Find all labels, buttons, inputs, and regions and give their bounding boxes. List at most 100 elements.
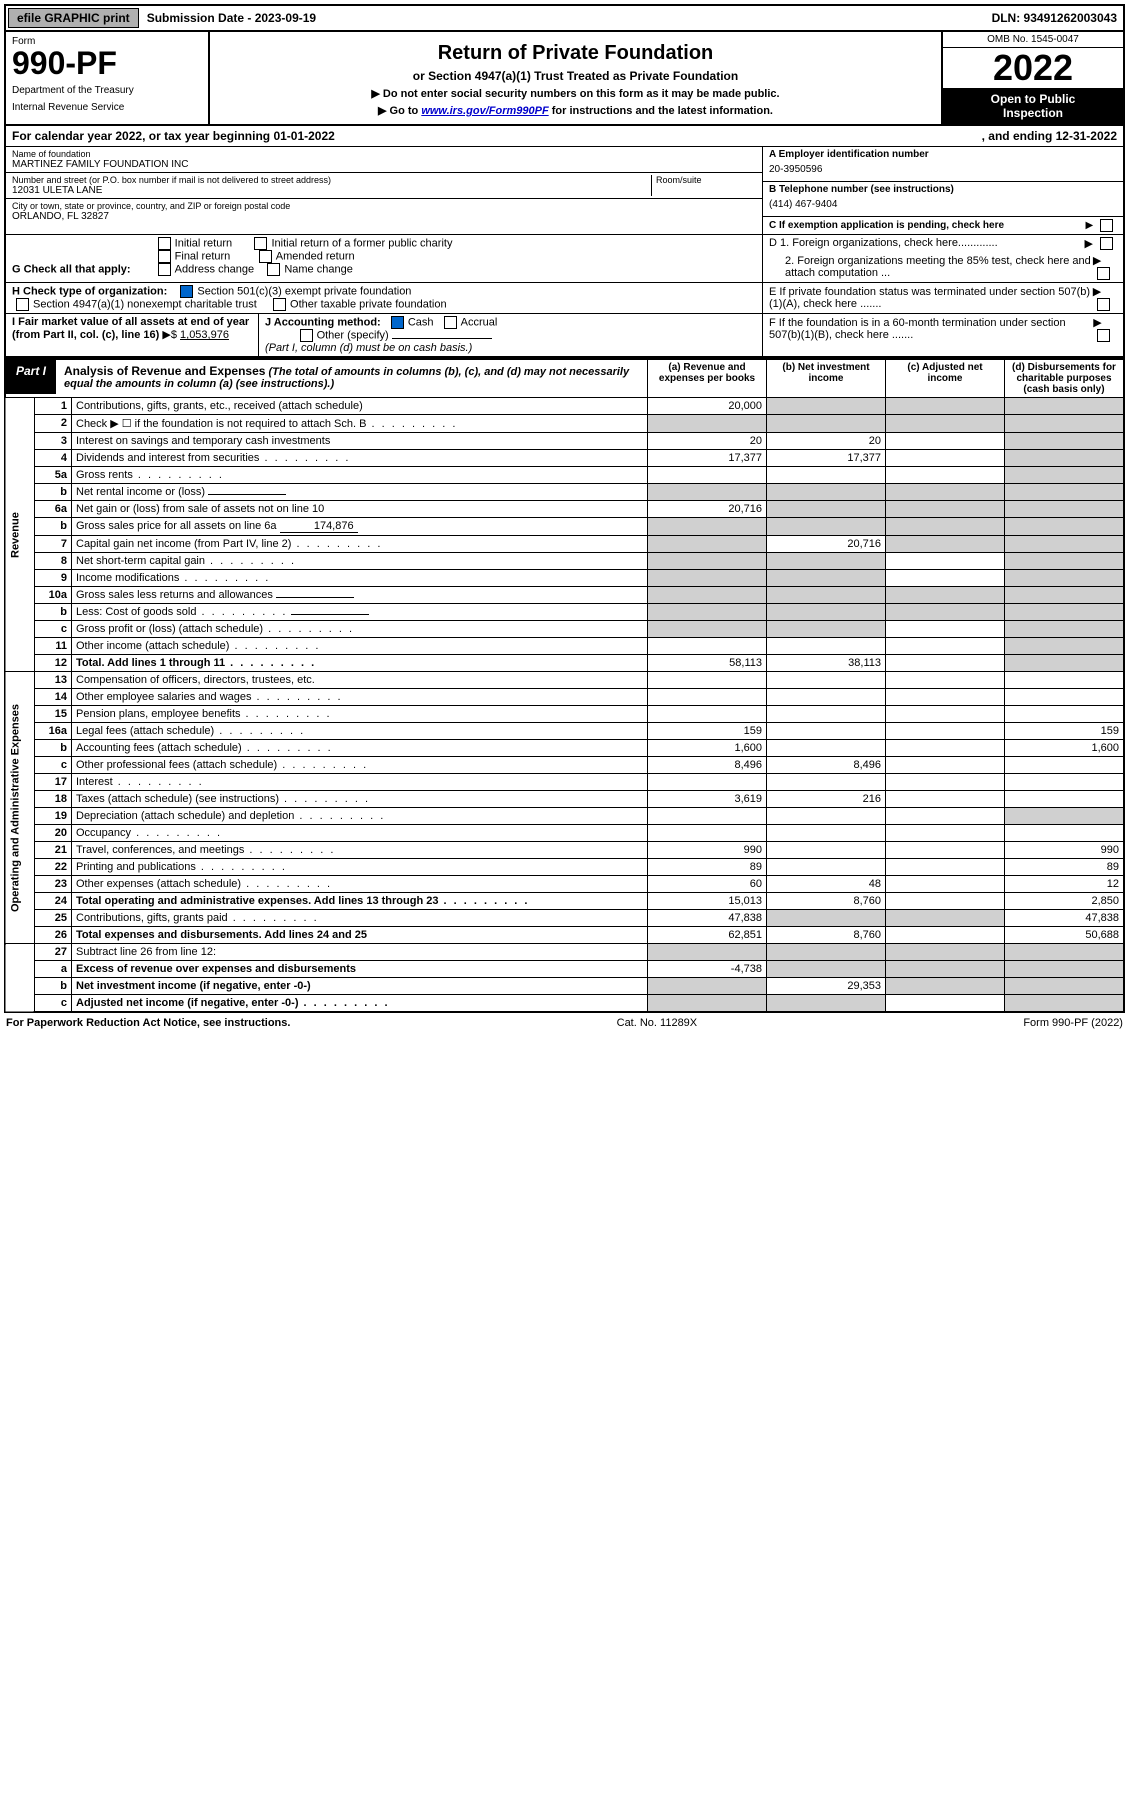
addr-label: Number and street (or P.O. box number if… bbox=[12, 175, 651, 185]
amount-cell bbox=[648, 978, 767, 995]
f-checkbox[interactable] bbox=[1097, 329, 1110, 342]
amount-cell: 8,496 bbox=[767, 757, 886, 774]
line-desc: Other professional fees (attach schedule… bbox=[72, 757, 648, 774]
line-number: 18 bbox=[35, 791, 72, 808]
j-label: J Accounting method: bbox=[265, 317, 381, 329]
amount-cell: 8,760 bbox=[767, 893, 886, 910]
amount-cell: 17,377 bbox=[767, 450, 886, 467]
g-initial-former-checkbox[interactable] bbox=[254, 237, 267, 250]
g-initial-checkbox[interactable] bbox=[158, 237, 171, 250]
line-number: b bbox=[35, 740, 72, 757]
line-number: 26 bbox=[35, 927, 72, 944]
amount-cell bbox=[767, 859, 886, 876]
g-name-checkbox[interactable] bbox=[267, 263, 280, 276]
d1-checkbox[interactable] bbox=[1100, 237, 1113, 250]
amount-cell bbox=[1005, 774, 1125, 791]
amount-cell: 60 bbox=[648, 876, 767, 893]
amount-cell bbox=[886, 501, 1005, 518]
amount-cell bbox=[648, 706, 767, 723]
amount-cell: 990 bbox=[648, 842, 767, 859]
city-label: City or town, state or province, country… bbox=[12, 201, 756, 211]
amount-cell: 20 bbox=[648, 433, 767, 450]
e-checkbox[interactable] bbox=[1097, 298, 1110, 311]
amount-cell: 62,851 bbox=[648, 927, 767, 944]
amount-cell bbox=[648, 484, 767, 501]
line-desc: Taxes (attach schedule) (see instruction… bbox=[72, 791, 648, 808]
part1-title: Analysis of Revenue and Expenses bbox=[64, 364, 265, 378]
g-final-checkbox[interactable] bbox=[158, 250, 171, 263]
line-number: 11 bbox=[35, 638, 72, 655]
amount-cell: 29,353 bbox=[767, 978, 886, 995]
amount-cell bbox=[648, 621, 767, 638]
h-4947-checkbox[interactable] bbox=[16, 298, 29, 311]
h-other-checkbox[interactable] bbox=[273, 298, 286, 311]
amount-cell bbox=[767, 723, 886, 740]
amount-cell bbox=[1005, 570, 1125, 587]
omb-number: OMB No. 1545-0047 bbox=[943, 32, 1123, 48]
amount-cell bbox=[886, 450, 1005, 467]
col-b-header: (b) Net investment income bbox=[767, 359, 886, 398]
amount-cell bbox=[767, 553, 886, 570]
line-number: 5a bbox=[35, 467, 72, 484]
amount-cell bbox=[648, 808, 767, 825]
line-desc: Legal fees (attach schedule) bbox=[72, 723, 648, 740]
line-desc: Printing and publications bbox=[72, 859, 648, 876]
j-accrual-checkbox[interactable] bbox=[444, 316, 457, 329]
line-desc: Gross sales less returns and allowances bbox=[72, 587, 648, 604]
phone-value: (414) 467-9404 bbox=[769, 195, 1117, 214]
d1-label: D 1. Foreign organizations, check here..… bbox=[769, 237, 998, 249]
amount-cell bbox=[767, 484, 886, 501]
line-number: 25 bbox=[35, 910, 72, 927]
irs-link[interactable]: www.irs.gov/Form990PF bbox=[421, 105, 548, 117]
j-row: J Accounting method: Cash Accrual Other … bbox=[259, 314, 762, 356]
amount-cell bbox=[767, 501, 886, 518]
d2-checkbox[interactable] bbox=[1097, 267, 1110, 280]
amount-cell: -4,738 bbox=[648, 961, 767, 978]
j-cash-checkbox[interactable] bbox=[391, 316, 404, 329]
line-desc: Gross profit or (loss) (attach schedule) bbox=[72, 621, 648, 638]
line-number: b bbox=[35, 604, 72, 621]
j-note: (Part I, column (d) must be on cash basi… bbox=[265, 342, 472, 354]
amount-cell bbox=[886, 398, 1005, 415]
amount-cell bbox=[1005, 791, 1125, 808]
line-number: 24 bbox=[35, 893, 72, 910]
h-501c3-checkbox[interactable] bbox=[180, 285, 193, 298]
line-desc: Gross rents bbox=[72, 467, 648, 484]
amount-cell bbox=[886, 433, 1005, 450]
amount-cell bbox=[886, 638, 1005, 655]
line-number: 21 bbox=[35, 842, 72, 859]
header-left: Form 990-PF Department of the Treasury I… bbox=[6, 32, 210, 124]
d2-row: 2. Foreign organizations meeting the 85%… bbox=[763, 252, 1123, 282]
amount-cell bbox=[767, 518, 886, 536]
amount-cell: 47,838 bbox=[1005, 910, 1125, 927]
amount-cell bbox=[767, 995, 886, 1013]
amount-cell bbox=[1005, 398, 1125, 415]
line-number: 7 bbox=[35, 536, 72, 553]
h-501c3: Section 501(c)(3) exempt private foundat… bbox=[197, 286, 411, 298]
amount-cell bbox=[767, 604, 886, 621]
amount-cell bbox=[886, 689, 1005, 706]
amount-cell bbox=[648, 587, 767, 604]
j-cash: Cash bbox=[408, 317, 434, 329]
amount-cell: 89 bbox=[1005, 859, 1125, 876]
line-desc: Income modifications bbox=[72, 570, 648, 587]
g-amended-checkbox[interactable] bbox=[259, 250, 272, 263]
h-4947: Section 4947(a)(1) nonexempt charitable … bbox=[33, 299, 257, 311]
g-initial: Initial return bbox=[175, 237, 232, 249]
instr-post: for instructions and the latest informat… bbox=[549, 105, 773, 117]
col-a-header: (a) Revenue and expenses per books bbox=[648, 359, 767, 398]
amount-cell bbox=[886, 553, 1005, 570]
line-number: a bbox=[35, 961, 72, 978]
amount-cell bbox=[648, 518, 767, 536]
part1-desc: Analysis of Revenue and Expenses (The to… bbox=[56, 360, 647, 394]
j-other-checkbox[interactable] bbox=[300, 329, 313, 342]
efile-print-button[interactable]: efile GRAPHIC print bbox=[8, 8, 139, 28]
line-desc: Net rental income or (loss) bbox=[72, 484, 648, 501]
amount-cell: 89 bbox=[648, 859, 767, 876]
g-address-checkbox[interactable] bbox=[158, 263, 171, 276]
amount-cell: 20,716 bbox=[767, 536, 886, 553]
c-checkbox[interactable] bbox=[1100, 219, 1113, 232]
amount-cell bbox=[767, 415, 886, 433]
amount-cell bbox=[1005, 621, 1125, 638]
amount-cell bbox=[1005, 467, 1125, 484]
